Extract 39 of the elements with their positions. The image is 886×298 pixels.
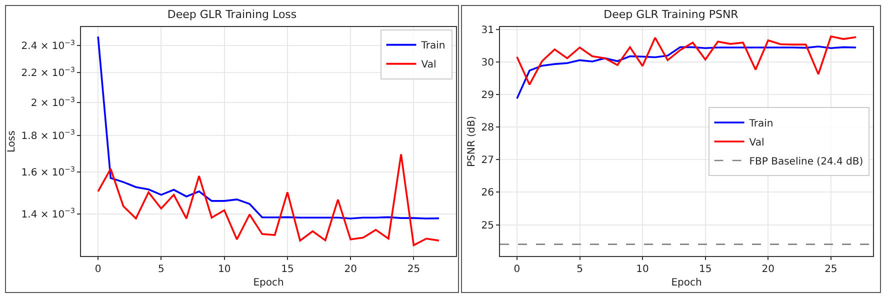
x-tick-label: 25 xyxy=(407,264,420,275)
x-tick-label: 5 xyxy=(158,264,164,275)
y-tick-label: 30 xyxy=(481,58,494,69)
line-series xyxy=(516,46,857,100)
chart-title: Deep GLR Training Loss xyxy=(167,8,297,21)
legend-label: Val xyxy=(749,137,764,148)
chart-title: Deep GLR Training PSNR xyxy=(604,8,739,21)
y-tick-label: 1.6 × 10$^{−3}$ xyxy=(21,165,75,179)
y-tick-label: 2.2 × 10$^{−3}$ xyxy=(21,66,75,80)
x-tick-label: 10 xyxy=(218,264,231,275)
y-axis-title: PSNR (dB) xyxy=(466,116,478,167)
x-tick-label: 10 xyxy=(636,264,649,275)
y-tick-label: 29 xyxy=(481,90,494,102)
x-tick-label: 0 xyxy=(514,264,520,275)
y-tick-label: 1.4 × 10$^{−3}$ xyxy=(21,207,75,220)
x-tick-label: 0 xyxy=(94,264,102,275)
x-axis-title: Epoch xyxy=(253,278,284,288)
x-tick-label: 15 xyxy=(698,264,712,275)
x-tick-label: 25 xyxy=(824,264,838,275)
x-tick-label: 20 xyxy=(344,264,357,275)
line-series xyxy=(97,153,440,246)
y-axis-title: Loss xyxy=(6,130,18,152)
y-tick-label: 26 xyxy=(481,188,494,199)
y-tick-label: 27 xyxy=(481,155,494,166)
y-tick-label: 1.8 × 10$^{−3}$ xyxy=(21,128,75,142)
legend-label: Train xyxy=(748,118,774,130)
x-tick-label: 5 xyxy=(576,264,583,275)
legend-label: Train xyxy=(420,40,446,52)
y-tick-label: 2 × 10$^{−3}$ xyxy=(30,96,75,109)
y-tick-label: 31 xyxy=(481,25,494,36)
x-tick-label: 15 xyxy=(281,264,294,275)
y-tick-label: 2.4 × 10$^{−3}$ xyxy=(21,38,75,52)
x-tick-label: 20 xyxy=(762,264,774,275)
y-tick-label: 25 xyxy=(481,220,494,232)
legend-label: FBP Baseline (24.4 dB) xyxy=(749,156,864,168)
legend-label: Val xyxy=(421,60,436,71)
y-tick-label: 28 xyxy=(481,122,494,134)
line-series xyxy=(516,36,857,86)
x-axis-title: Epoch xyxy=(671,278,702,288)
